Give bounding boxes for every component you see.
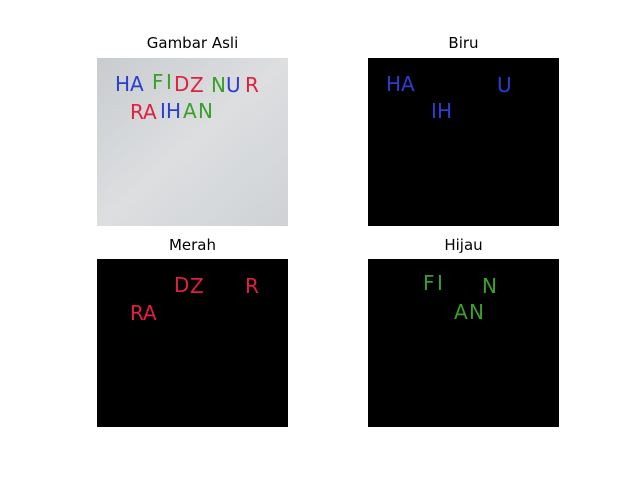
svg-text:F: F (423, 271, 435, 295)
svg-text:A: A (401, 72, 415, 96)
svg-text:H: H (437, 99, 452, 123)
blue-mask-panel: H A U I H (368, 58, 559, 226)
letter-H1: H (115, 72, 130, 96)
svg-text:A: A (454, 300, 468, 324)
panel-title-red: Merah (168, 236, 217, 254)
letter-D: D (174, 72, 189, 96)
red-mask-image: D Z R R A (97, 259, 288, 427)
svg-text:Z: Z (190, 274, 204, 298)
letter-I1: I (166, 70, 172, 94)
svg-text:R: R (130, 301, 144, 325)
svg-text:I: I (437, 271, 443, 295)
letter-R2: R (130, 100, 144, 124)
letter-H2: H (166, 99, 181, 123)
letter-A2: A (143, 100, 157, 124)
svg-text:U: U (497, 73, 512, 97)
blue-mask-image: H A U I H (368, 58, 559, 226)
letter-U: U (226, 73, 241, 97)
svg-text:R: R (245, 274, 259, 298)
letter-R1: R (245, 73, 259, 97)
svg-text:D: D (174, 273, 189, 297)
panel-title-original: Gambar Asli (146, 34, 239, 52)
red-mask-panel: D Z R R A (97, 259, 288, 427)
letter-A1: A (130, 72, 144, 96)
panel-title-blue: Biru (448, 34, 479, 52)
letter-A3: A (183, 99, 197, 123)
panel-title-green: Hijau (444, 236, 483, 254)
green-mask-panel: F I N A N (368, 259, 559, 427)
letter-N1: N (211, 73, 226, 97)
svg-text:A: A (143, 301, 157, 325)
letter-F: F (152, 70, 164, 94)
letter-N2: N (198, 99, 213, 123)
original-image-panel: H A F I D Z N U R R A I H A N (97, 58, 288, 226)
original-image: H A F I D Z N U R R A I H A N (97, 58, 288, 226)
svg-text:H: H (386, 72, 401, 96)
letter-Z: Z (190, 73, 204, 97)
svg-text:N: N (482, 274, 497, 298)
svg-text:N: N (469, 300, 484, 324)
green-mask-image: F I N A N (368, 259, 559, 427)
letter-I2: I (160, 99, 166, 123)
svg-text:I: I (431, 99, 437, 123)
